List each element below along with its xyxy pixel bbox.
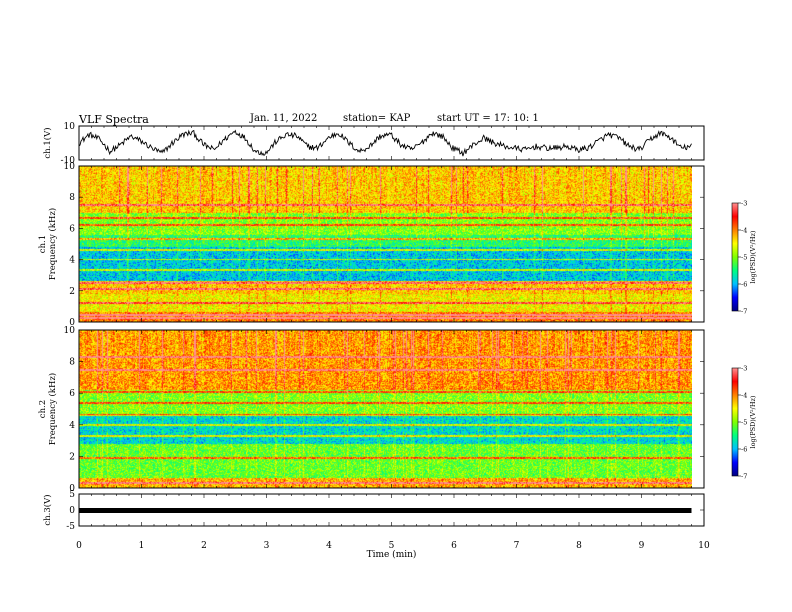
colorbar-label: log(PSD)(V²/Hz) [749,395,757,448]
colorbar-tick-label: -3 [741,200,747,208]
y-tick-label: -5 [66,522,75,532]
x-tick-label: 9 [639,541,645,551]
y-axis-label: Frequency (kHz) [47,373,58,445]
y-axis-label: ch.3(V) [42,494,53,525]
y-tick-label: 4 [69,421,75,431]
station-label: station= KAP [343,113,411,124]
colorbar-tick-label: -5 [741,419,747,427]
ch1-spectrogram-image [79,166,692,322]
y-tick-label: 10 [64,162,76,172]
x-tick-label: 8 [576,541,582,551]
y-tick-label: 4 [69,256,75,266]
y-tick-label: 10 [64,122,76,132]
colorbar-tick-label: -3 [741,365,747,373]
y-tick-label: 0 [69,318,75,328]
y-tick-label: 0 [69,484,75,494]
x-tick-label: 2 [201,541,207,551]
colorbar-tick-label: -6 [741,281,747,289]
x-tick-label: 3 [264,541,270,551]
date-label: Jan. 11, 2022 [250,113,318,124]
start-time-label: start UT = 17: 10: 1 [437,113,539,124]
figure-title: VLF Spectra [79,113,149,126]
x-tick-label: 7 [514,541,520,551]
y-tick-label: 6 [69,389,75,399]
y-tick-label: 8 [69,193,75,203]
ch2-spectrogram-image [79,330,692,488]
y-tick-label: 10 [64,326,76,336]
y-axis-label: Frequency (kHz) [47,208,58,280]
y-tick-label: 2 [69,452,75,462]
x-tick-label: 5 [389,541,395,551]
colorbar-tick-label: -7 [741,308,747,316]
y-axis-label: ch.2 [38,400,48,418]
y-tick-label: -10 [61,156,76,166]
x-axis-label: Time (min) [367,549,417,560]
ch1-trace [78,129,692,157]
colorbar-tick-label: -4 [741,227,747,235]
y-tick-label: 2 [69,287,75,297]
x-tick-label: 6 [451,541,457,551]
y-tick-label: 6 [69,224,75,234]
y-tick-label: 5 [69,490,75,500]
ch1-spectrogram-colorbar [731,202,739,312]
ch2-spectrogram-colorbar [731,367,739,477]
colorbar-label: log(PSD)(V²/Hz) [749,230,757,283]
x-tick-label: 1 [139,541,145,551]
ch3-trace [79,508,692,513]
colorbar-tick-label: -5 [741,254,747,262]
colorbar-tick-label: -7 [741,473,747,481]
y-tick-label: 0 [69,506,75,516]
y-axis-label: ch.1(V) [42,127,53,158]
x-tick-label: 10 [698,541,710,551]
y-axis-label: ch.1 [38,235,48,253]
colorbar-tick-label: -4 [741,392,747,400]
x-tick-label: 4 [326,541,332,551]
y-tick-label: 8 [69,358,75,368]
colorbar-tick-label: -6 [741,446,747,454]
x-tick-label: 0 [76,541,82,551]
